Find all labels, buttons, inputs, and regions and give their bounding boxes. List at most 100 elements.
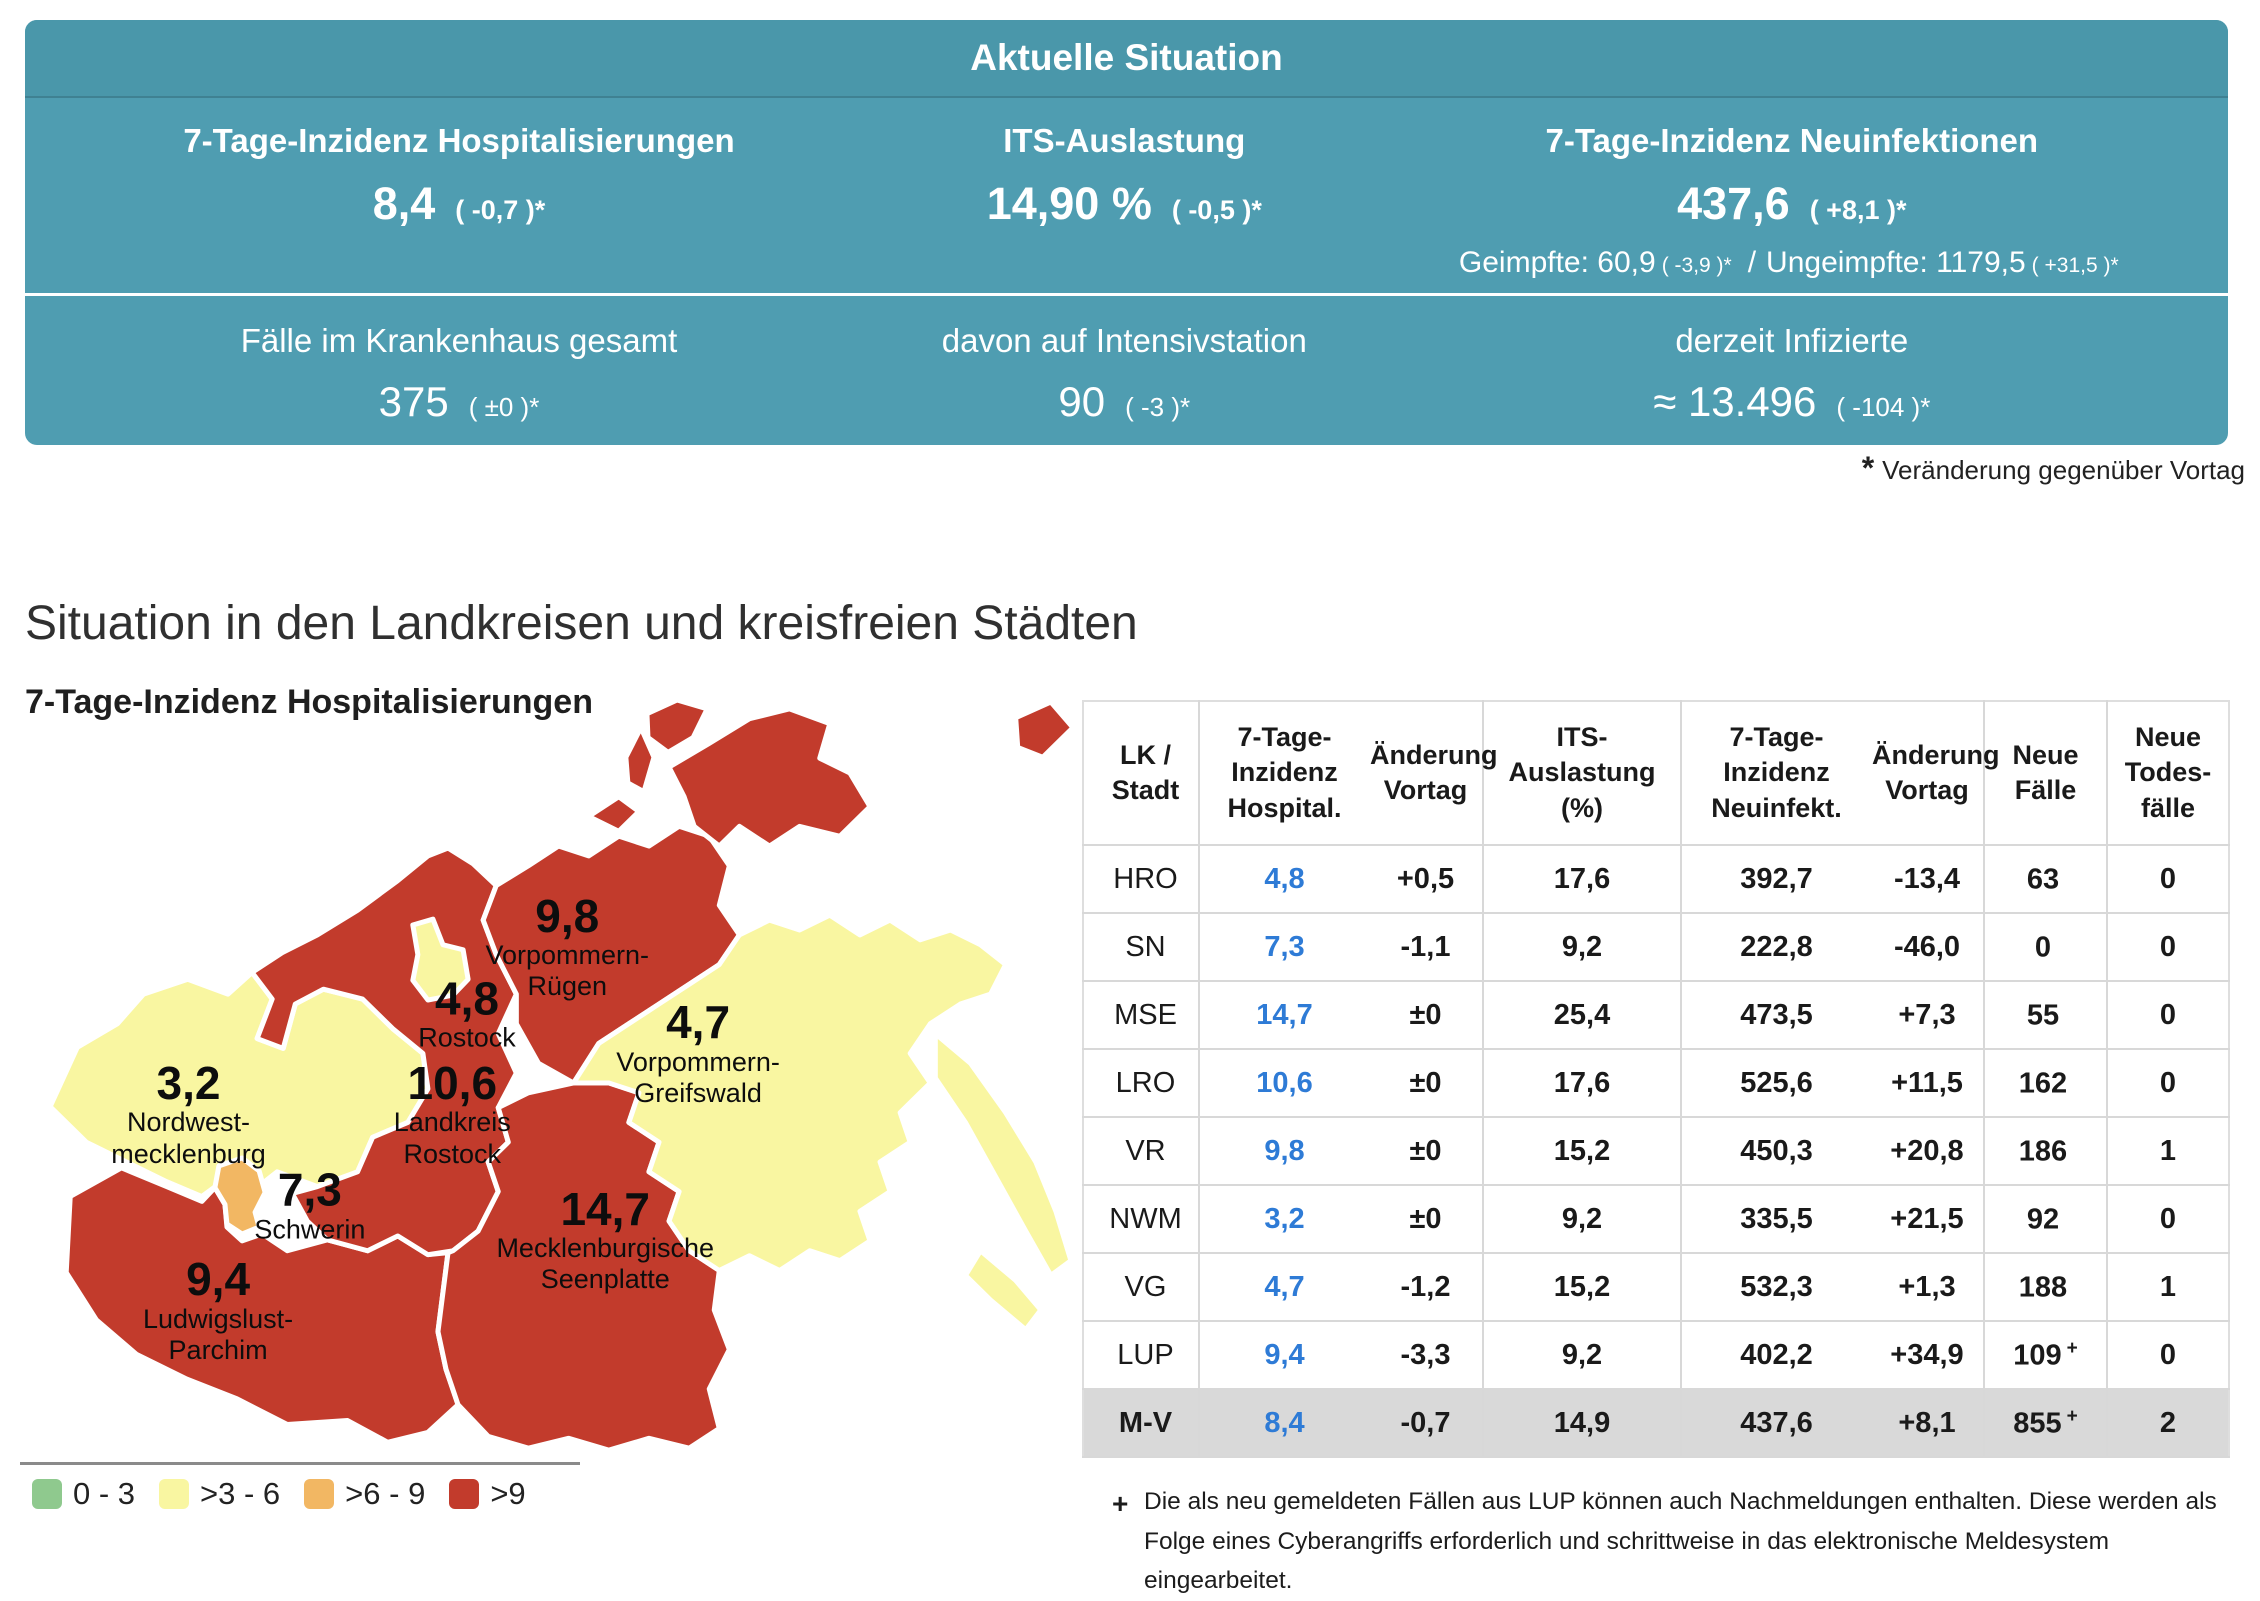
- map-region-vorpommern-greifswald-strip-1: [932, 1031, 1074, 1278]
- row-infection-incidence: 402,2: [1681, 1321, 1871, 1390]
- table-row: NWM 3,2 ±0 9,2 335,5 +21,5 92 0: [1083, 1185, 2229, 1254]
- header-new-cases: Neue Fälle: [1984, 701, 2108, 846]
- vaccinated-value: Geimpfte: 60,9: [1458, 245, 1656, 279]
- map-region-name: Landkreis Rostock: [393, 1107, 511, 1169]
- kpi-value: 375: [378, 377, 449, 425]
- map-svg: [47, 700, 1076, 1453]
- row-infection-incidence: 525,6: [1681, 1049, 1871, 1118]
- kpi-change: ( -0,5 )*: [1171, 194, 1262, 225]
- legend-swatch: [159, 1479, 190, 1509]
- header-infection-change: Änderung Vortag: [1871, 701, 2000, 846]
- table-row: VG 4,7 -1,2 15,2 532,3 +1,3 188 1: [1083, 1253, 2229, 1322]
- district-table: LK / Stadt 7-Tage- Inzidenz Hospital. Än…: [1082, 700, 2230, 1458]
- legend-label: 0 - 3: [73, 1476, 136, 1511]
- vaccinated-breakdown: Geimpfte: 60,9( -3,9 )* / Ungeimpfte: 1179…: [1356, 246, 2228, 280]
- row-icu-occupancy: 9,2: [1483, 1321, 1682, 1390]
- row-new-cases: 55: [1984, 981, 2108, 1050]
- row-icu-occupancy: 17,6: [1483, 1049, 1682, 1118]
- kpi-label: derzeit Infizierte: [1675, 322, 1909, 359]
- row-infection-change: +21,5: [1871, 1185, 1985, 1254]
- row-infection-incidence: 532,3: [1681, 1253, 1871, 1322]
- legend-divider: [20, 1462, 580, 1465]
- district-table-body: HRO 4,8 +0,5 17,6 392,7 -13,4 63 0 SN 7,…: [1083, 845, 2229, 1458]
- kpi-value: ≈ 13.496: [1653, 377, 1817, 425]
- card-footnote-text: Veränderung gegenüber Vortag: [1882, 455, 2245, 485]
- map-region-value: 9,4: [186, 1253, 251, 1306]
- kpi-currently-infected: derzeit Infizierte ≈ 13.496 ( -104 )*: [1356, 296, 2228, 444]
- row-icu-occupancy: 15,2: [1483, 1117, 1682, 1186]
- plus-mark: +: [1112, 1488, 1129, 1519]
- kpi-hospital-incidence: 7-Tage-Inzidenz Hospitalisierungen 8,4 ( …: [25, 98, 893, 293]
- row-new-cases: 63: [1984, 845, 2108, 914]
- map-region-value: 4,7: [666, 996, 731, 1049]
- current-situation-card: Aktuelle Situation 7-Tage-Inzidenz Hospi…: [25, 20, 2228, 445]
- row-icu-occupancy: 17,6: [1483, 845, 1682, 914]
- row-new-deaths: 0: [2107, 913, 2229, 982]
- row-district-code: VG: [1083, 1253, 1200, 1322]
- row-new-deaths: 0: [2107, 845, 2229, 914]
- row-new-cases: 0: [1984, 913, 2108, 982]
- row-infection-incidence: 450,3: [1681, 1117, 1871, 1186]
- map-region-name: Ludwigslust- Parchim: [143, 1303, 294, 1365]
- legend-item: >3 - 6: [159, 1476, 280, 1512]
- row-new-cases: 92: [1984, 1185, 2108, 1254]
- map-region-label: 14,7 Mecklenburgische Seenplatte: [496, 1184, 714, 1294]
- row-icu-occupancy: 25,4: [1483, 981, 1682, 1050]
- card-divider: [25, 293, 2228, 296]
- kpi-value: 437,6: [1677, 177, 1790, 229]
- row-infection-incidence: 222,8: [1681, 913, 1871, 982]
- row-icu-occupancy: 9,2: [1483, 913, 1682, 982]
- card-title: Aktuelle Situation: [25, 20, 2228, 98]
- row-infection-change: -46,0: [1871, 913, 1985, 982]
- map-region-name: Rostock: [418, 1022, 516, 1053]
- kpi-change: ( -3 )*: [1125, 391, 1191, 422]
- row-new-deaths: 1: [2107, 1117, 2229, 1186]
- kpi-row-top: 7-Tage-Inzidenz Hospitalisierungen 8,4 ( …: [25, 98, 2228, 293]
- kpi-label: davon auf Intensivstation: [941, 322, 1307, 359]
- table-row: HRO 4,8 +0,5 17,6 392,7 -13,4 63 0: [1083, 845, 2229, 914]
- header-new-deaths: Neue Todes- fälle: [2107, 701, 2229, 846]
- row-hosp-change: -1,2: [1369, 1253, 1484, 1322]
- map-region-vorpommern-ruegen-island-5: [1013, 700, 1076, 760]
- row-district-code: M-V: [1083, 1389, 1200, 1458]
- row-hosp-change: -1,1: [1369, 913, 1484, 982]
- kpi-label: 7-Tage-Inzidenz Neuinfektionen: [1545, 122, 2039, 159]
- row-new-cases: 162: [1984, 1049, 2108, 1118]
- map-region-vorpommern-ruegen-island-4: [586, 794, 642, 834]
- map-title: 7-Tage-Inzidenz Hospitalisierungen: [25, 683, 593, 721]
- kpi-value: 8,4: [372, 177, 436, 229]
- map-region-label: 9,8 Vorpommern- Rügen: [485, 892, 649, 1002]
- row-infection-incidence: 437,6: [1681, 1389, 1871, 1458]
- asterisk-mark: *: [1861, 450, 1875, 486]
- kpi-hospital-cases: Fälle im Krankenhaus gesamt 375 ( ±0 )*: [25, 296, 893, 444]
- kpi-label: ITS-Auslastung: [1003, 122, 1246, 159]
- row-infection-incidence: 473,5: [1681, 981, 1871, 1050]
- map-region-value: 9,8: [535, 889, 600, 942]
- row-district-code: LUP: [1083, 1321, 1200, 1390]
- map-region-vorpommern-ruegen-island-1: [623, 725, 657, 795]
- map-region-schwerin: [212, 1155, 268, 1237]
- legend-item: 0 - 3: [32, 1476, 135, 1512]
- choropleth-map: 3,2 Nordwest- mecklenburg 7,3 Schwerin 9…: [25, 700, 1080, 1460]
- row-hosp-change: +0,5: [1369, 845, 1484, 914]
- row-infection-change: +8,1: [1871, 1389, 1985, 1458]
- header-infection-incidence: 7-Tage- Inzidenz Neuinfekt.: [1681, 701, 1871, 846]
- kpi-label: 7-Tage-Inzidenz Hospitalisierungen: [183, 122, 735, 159]
- map-region-vorpommern-ruegen-island-3: [666, 706, 873, 849]
- row-new-cases: 855 +: [1984, 1389, 2108, 1458]
- kpi-icu-cases: davon auf Intensivstation 90 ( -3 )*: [893, 296, 1356, 444]
- row-new-cases: 109 +: [1984, 1321, 2108, 1390]
- row-new-deaths: 0: [2107, 1185, 2229, 1254]
- row-hosp-incidence: 4,8: [1199, 845, 1369, 914]
- kpi-infection-incidence: 7-Tage-Inzidenz Neuinfektionen 437,6 ( +8…: [1356, 98, 2228, 293]
- row-infection-change: +7,3: [1871, 981, 1985, 1050]
- map-region-value: 14,7: [560, 1182, 651, 1235]
- legend-swatch: [449, 1479, 480, 1509]
- header-district-code: LK / Stadt: [1083, 701, 1200, 846]
- legend-swatch: [304, 1479, 335, 1509]
- kpi-label: Fälle im Krankenhaus gesamt: [240, 322, 678, 359]
- unvaccinated-value: Ungeimpfte: 1179,5: [1766, 245, 2026, 279]
- map-region-name: Vorpommern- Greifswald: [616, 1046, 780, 1108]
- section-title: Situation in den Landkreisen und kreisfr…: [25, 597, 1138, 650]
- row-hosp-change: -3,3: [1369, 1321, 1484, 1390]
